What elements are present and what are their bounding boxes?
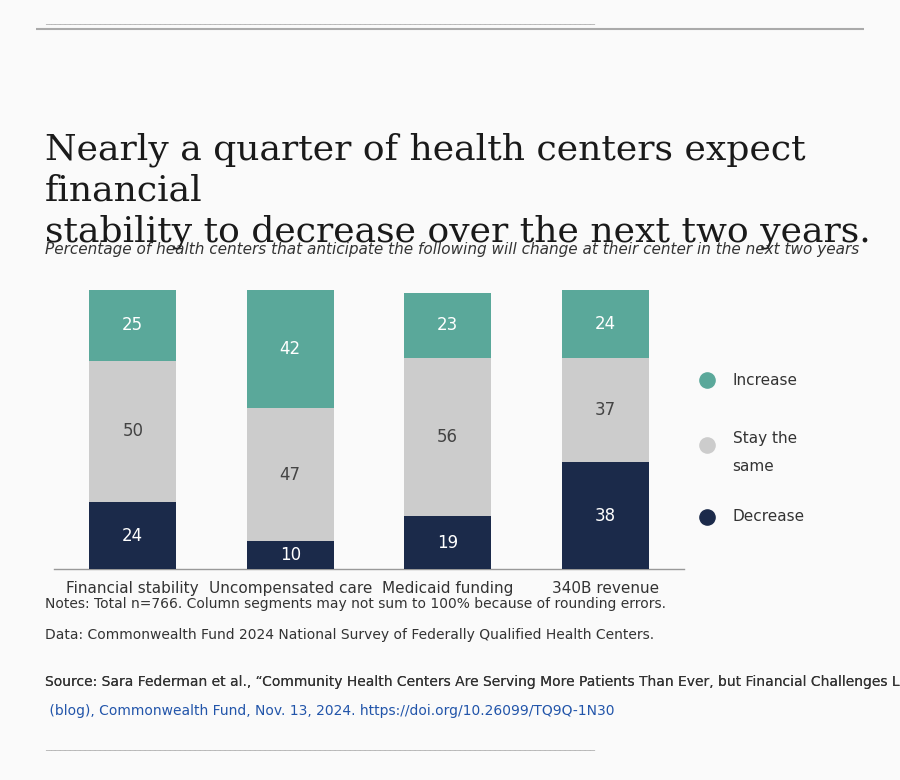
Text: Data: Commonwealth Fund 2024 National Survey of Federally Qualified Health Cente: Data: Commonwealth Fund 2024 National Su… [45,628,654,642]
Bar [89,502,176,569]
Text: ────────────────────────────────────────────────────────────────────────────────: ────────────────────────────────────────… [45,745,595,754]
Text: 47: 47 [280,466,301,484]
Bar [404,292,491,358]
Text: Source: Sara Federman et al., “Community Health Centers Are Serving More Patient: Source: Sara Federman et al., “Community… [45,675,900,689]
Text: 24: 24 [595,315,616,333]
Text: 37: 37 [595,401,616,419]
Text: Stay the: Stay the [733,431,796,446]
Bar [404,516,491,569]
Bar [247,409,334,541]
Text: (blog), Commonwealth Fund, Nov. 13, 2024. https://doi.org/10.26099/TQ9Q-1N30: (blog), Commonwealth Fund, Nov. 13, 2024… [45,704,615,718]
Bar [89,290,176,360]
Text: 38: 38 [595,507,616,525]
Text: 56: 56 [437,427,458,445]
Bar [562,290,649,358]
Text: Notes: Total n=766. Column segments may not sum to 100% because of rounding erro: Notes: Total n=766. Column segments may … [45,597,666,611]
Text: 24: 24 [122,526,143,544]
Text: same: same [733,459,774,473]
Text: 42: 42 [280,340,301,358]
Bar [562,358,649,462]
Bar [404,358,491,516]
Text: Increase: Increase [733,373,797,388]
Text: Nearly a quarter of health centers expect financial
stability to decrease over t: Nearly a quarter of health centers expec… [45,133,871,249]
Bar [247,541,334,569]
Text: ────────────────────────────────────────────────────────────────────────────────: ────────────────────────────────────────… [45,20,595,29]
Text: 25: 25 [122,316,143,334]
Text: 23: 23 [437,316,458,334]
Text: 19: 19 [437,534,458,551]
Bar [247,290,334,409]
Text: 10: 10 [280,546,301,564]
Text: Source: Sara Federman et al., “Community Health Centers Are Serving More Patient: Source: Sara Federman et al., “Community… [45,675,900,689]
Text: Percentage of health centers that anticipate the following will change at their : Percentage of health centers that antici… [45,242,859,257]
Bar [562,462,649,569]
Text: Decrease: Decrease [733,509,805,524]
Text: 50: 50 [122,422,143,440]
Bar [89,360,176,502]
